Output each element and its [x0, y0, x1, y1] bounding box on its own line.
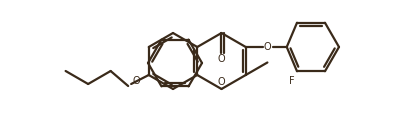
Text: O: O: [218, 77, 225, 87]
Text: O: O: [264, 42, 271, 52]
Text: O: O: [218, 54, 225, 64]
Text: O: O: [132, 76, 140, 86]
Text: F: F: [289, 76, 294, 86]
